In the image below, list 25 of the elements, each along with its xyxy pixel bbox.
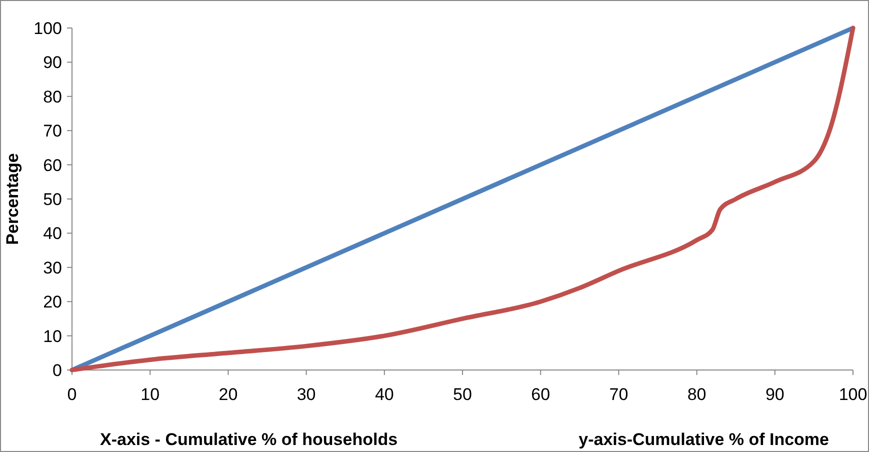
y-tick-label: 40: [43, 224, 62, 244]
y-tick-label: 10: [43, 326, 62, 346]
y-tick-label: 80: [43, 87, 62, 106]
y-tick-label: 60: [43, 156, 62, 175]
y-tick-label: 20: [43, 292, 62, 312]
x-tick-label: 100: [838, 385, 868, 404]
x-tick-label: 30: [296, 385, 316, 404]
x-tick-label: 70: [609, 385, 628, 404]
x-tick-label: 90: [765, 385, 784, 404]
x-axis-title: X-axis - Cumulative % of households: [100, 430, 398, 449]
y-axis-title: Percentage: [3, 153, 22, 245]
y-tick-label: 0: [52, 360, 62, 380]
x-tick-label: 50: [453, 385, 472, 404]
x-tick-label: 20: [218, 385, 238, 404]
y-tick-label: 30: [43, 258, 62, 278]
x-tick-label: 80: [687, 385, 706, 404]
text: y-axis-Cumulative % of Income: [578, 430, 829, 449]
x-tick-label: 60: [531, 385, 550, 404]
x-tick-label: 10: [140, 385, 160, 404]
y-tick-label: 50: [43, 190, 62, 209]
y-tick-label: 90: [43, 53, 62, 72]
x-tick-label: 0: [67, 385, 77, 404]
x-tick-label: 40: [374, 385, 394, 404]
y-tick-label: 100: [34, 18, 62, 38]
y-tick-label: 70: [43, 122, 62, 141]
